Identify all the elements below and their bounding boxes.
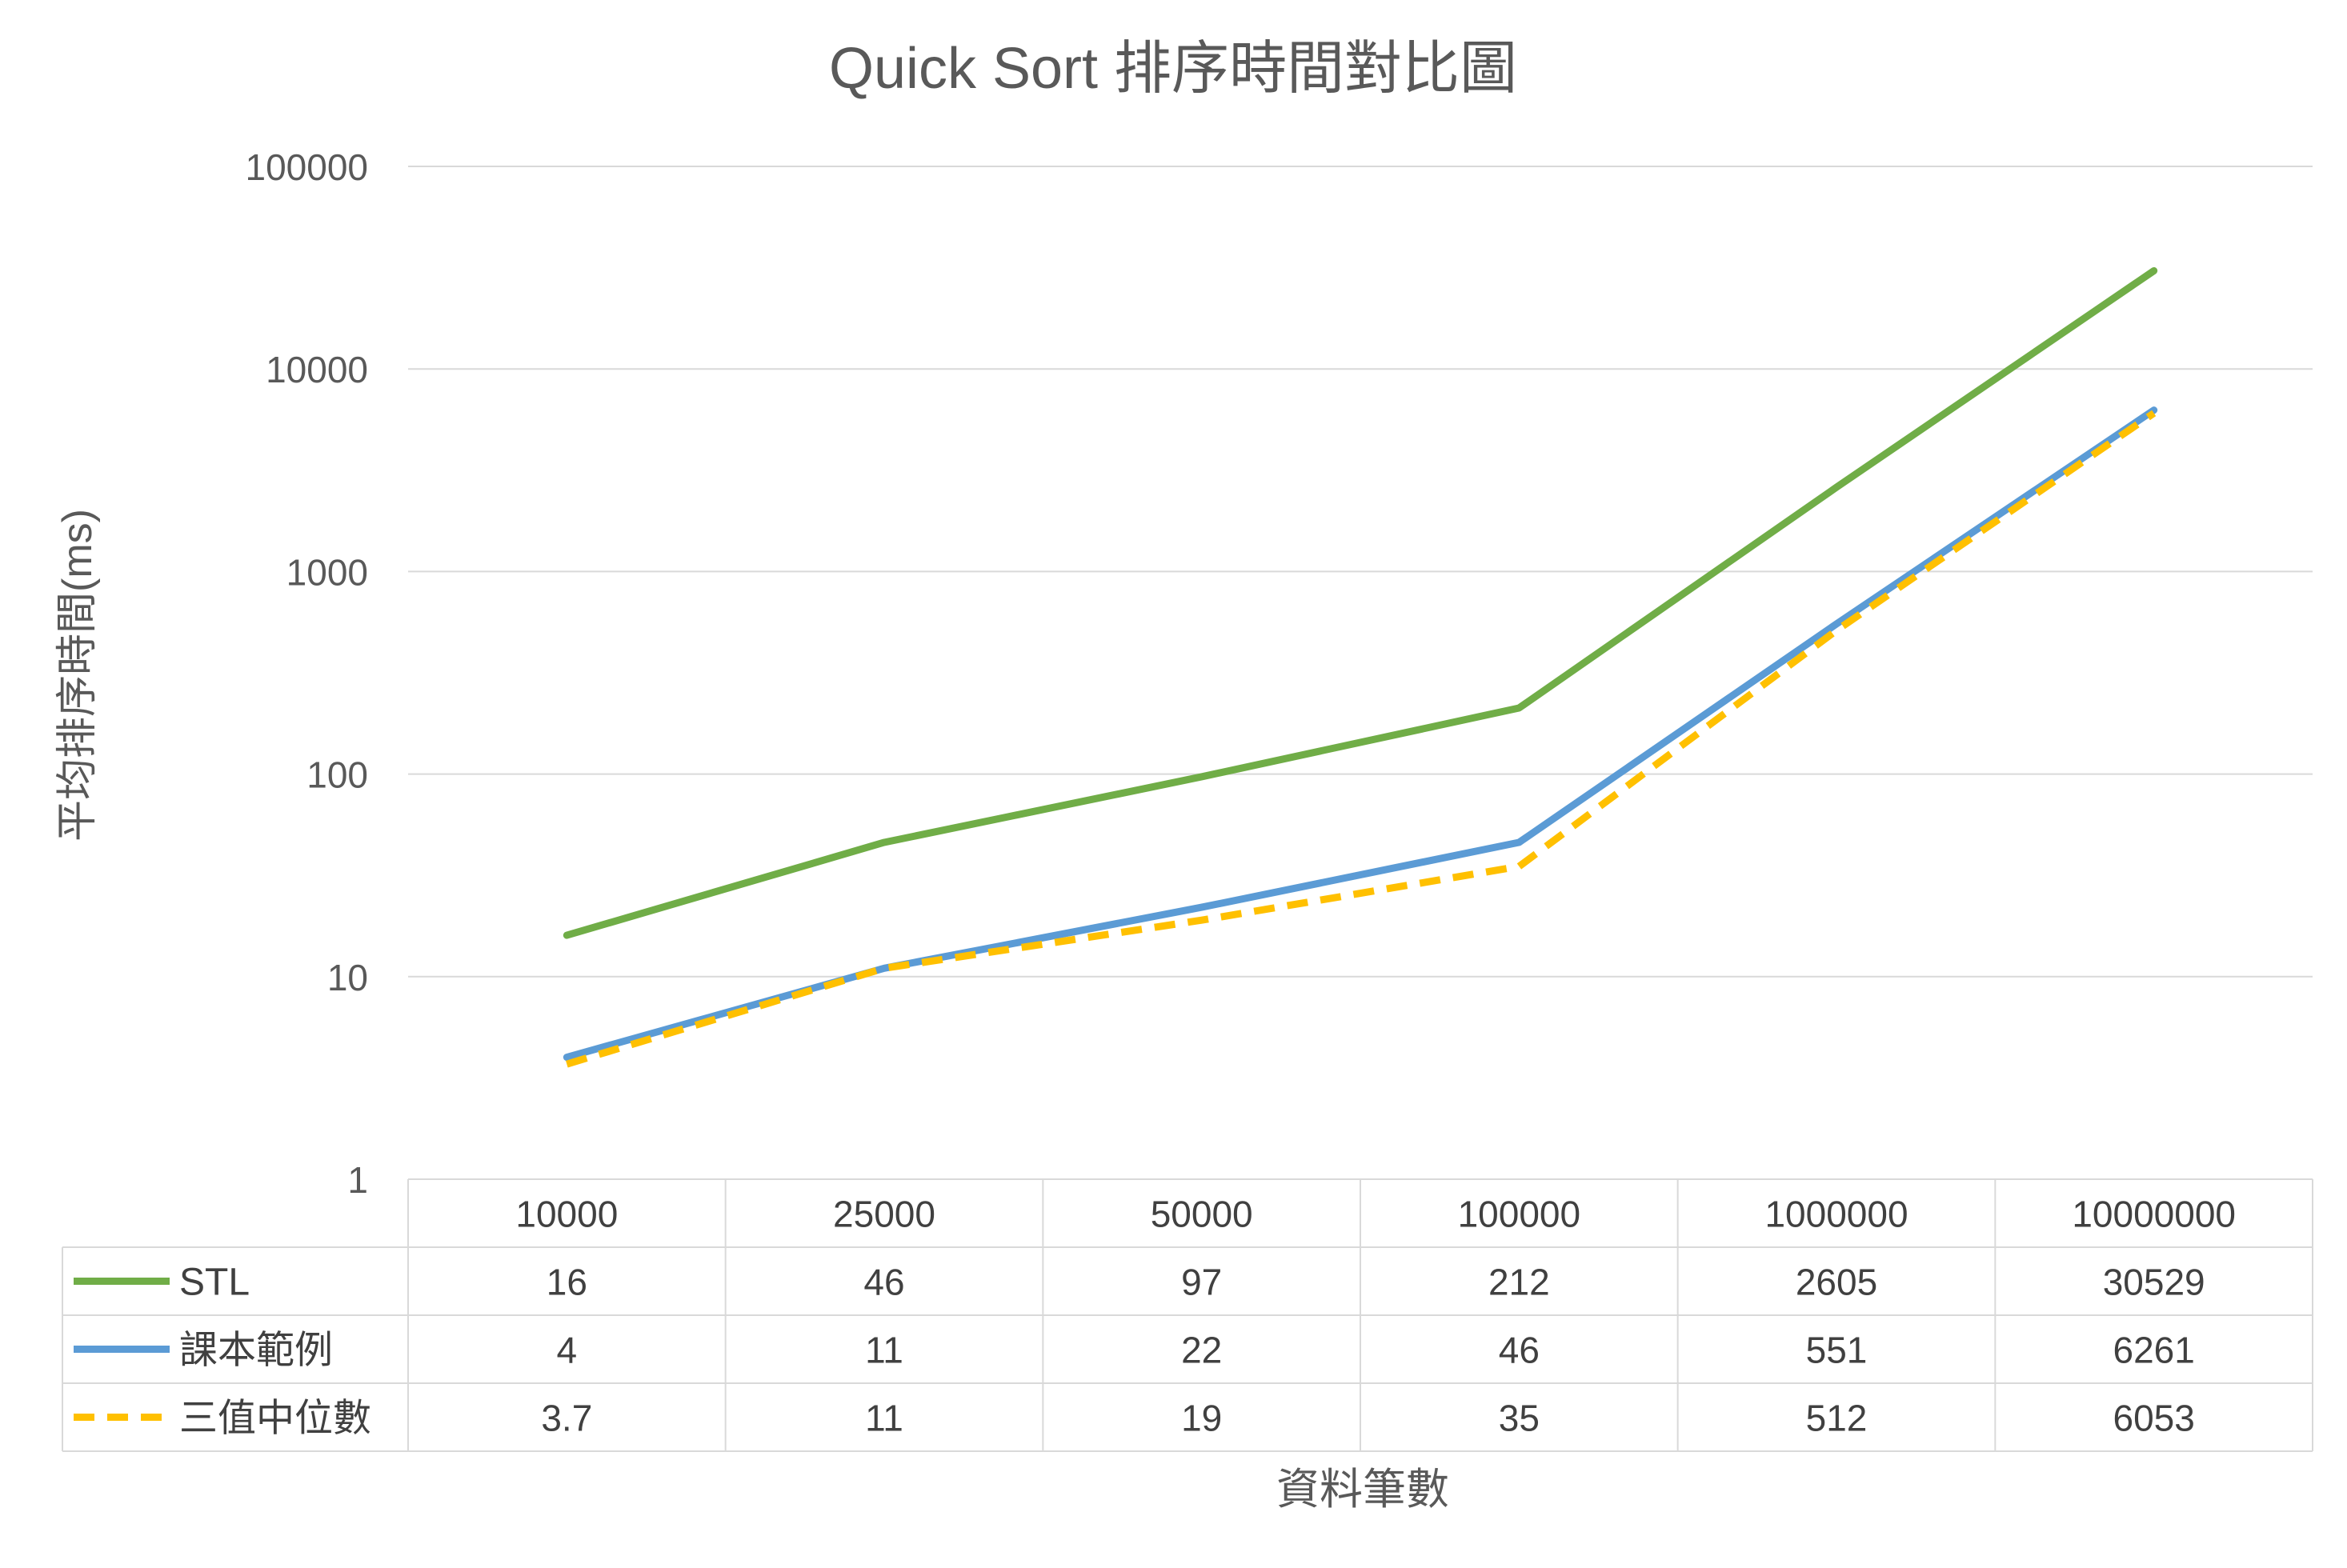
y-tick-label: 100 — [306, 754, 368, 796]
data-table-value: 4 — [557, 1330, 578, 1371]
data-table-value: 6261 — [2113, 1330, 2194, 1371]
data-table-value: 46 — [1499, 1330, 1540, 1371]
data-table-value: 2605 — [1796, 1262, 1877, 1303]
data-table-value: 212 — [1488, 1262, 1550, 1303]
data-table-value: 11 — [865, 1330, 903, 1371]
x-category-label: 10000000 — [2072, 1194, 2236, 1235]
series-lines — [563, 266, 2158, 1068]
data-table-value: 19 — [1181, 1398, 1222, 1439]
y-axis-title: 平均排序時間(ms) — [54, 509, 101, 842]
data-table: 10000 25000 50000 100000 1000000 10000000 STL 1… — [62, 1178, 2313, 1452]
y-axis-ticks: 100000 10000 1000 100 10 1 — [246, 146, 369, 1201]
x-category-label: 1000000 — [1764, 1194, 1908, 1235]
x-category-label: 25000 — [833, 1194, 935, 1235]
chart-title: Quick Sort 排序時間對比圖 — [829, 37, 1517, 101]
legend-label: 三值中位數 — [179, 1398, 371, 1440]
y-tick-label: 10 — [327, 957, 368, 998]
x-category-label: 50000 — [1151, 1194, 1253, 1235]
data-table-value: 16 — [547, 1262, 587, 1303]
y-tick-label: 1000 — [286, 551, 368, 593]
legend-label: 課本範例 — [179, 1330, 333, 1372]
y-tick-label: 1 — [347, 1159, 368, 1201]
data-table-value: 46 — [863, 1262, 904, 1303]
data-table-value: 551 — [1806, 1330, 1868, 1371]
data-table-value: 512 — [1806, 1398, 1868, 1439]
data-table-value: 3.7 — [541, 1398, 592, 1439]
series-line — [566, 410, 2157, 1068]
x-axis-title: 資料筆數 — [1276, 1466, 1449, 1514]
y-tick-label: 10000 — [266, 349, 368, 390]
data-table-value: 35 — [1499, 1398, 1540, 1439]
data-table-value: 22 — [1181, 1330, 1222, 1371]
data-table-value: 11 — [865, 1398, 903, 1439]
data-table-value: 97 — [1181, 1262, 1222, 1303]
legend-label: STL — [179, 1262, 250, 1304]
series-line — [563, 266, 2158, 939]
gridlines — [408, 166, 2313, 978]
y-tick-label: 100000 — [246, 146, 369, 188]
x-category-label: 10000 — [515, 1194, 618, 1235]
data-table-value: 6053 — [2113, 1398, 2194, 1439]
data-table-value: 30529 — [2103, 1262, 2205, 1303]
x-category-label: 100000 — [1458, 1194, 1581, 1235]
